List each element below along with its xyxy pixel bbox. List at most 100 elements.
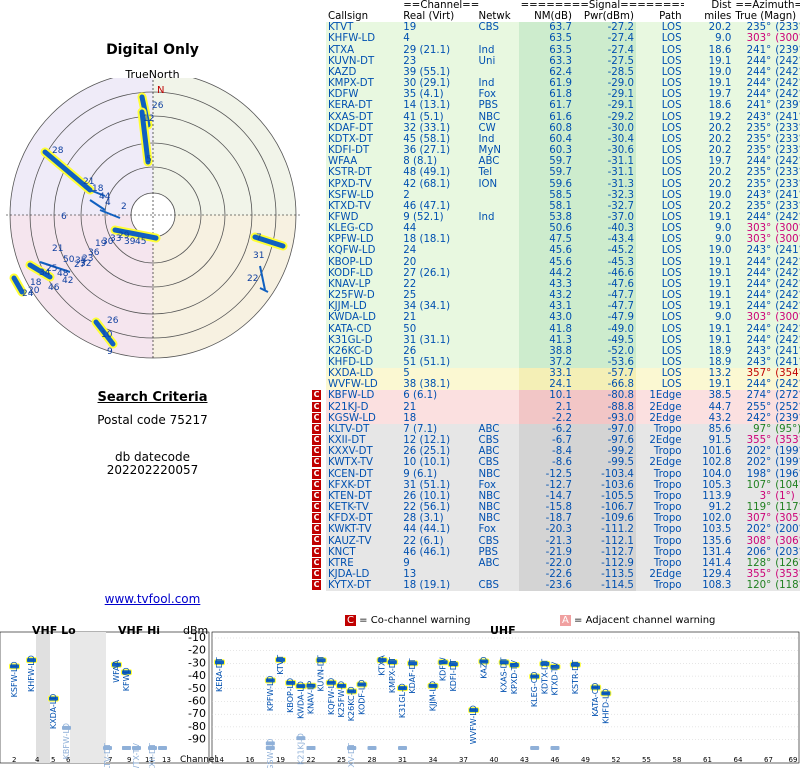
channel-marker[interactable] xyxy=(530,746,540,750)
channel-marker[interactable] xyxy=(306,683,316,688)
table-row[interactable]: KDFI-DT 36 (27.1) MyN 60.3 -30.6 LOS 20.2 235°(… xyxy=(326,145,800,157)
table-row[interactable]: KWKT-TV 44 (44.1) Fox -20.3 -111.2 Tropo 103.5… xyxy=(326,524,800,536)
channel-marker[interactable] xyxy=(438,660,448,665)
table-row[interactable]: KTXD-TV 46 (47.1) 58.1 -32.7 LOS 20.2 235° (233… xyxy=(326,200,800,212)
channel-marker[interactable] xyxy=(540,661,550,666)
channel-marker[interactable] xyxy=(306,746,316,750)
channel-marker[interactable] xyxy=(337,683,346,688)
channel-marker[interactable] xyxy=(499,660,509,665)
channel-marker[interactable] xyxy=(112,662,121,667)
channel-marker[interactable] xyxy=(296,684,306,689)
channel-marker[interactable] xyxy=(148,746,157,750)
table-row[interactable]: K31GL-D 31 (31.1) 41.3 -49.5 LOS 19.1 244° (242… xyxy=(326,334,800,346)
table-row[interactable]: KDAF-DT 32 (33.1) CW 60.8 -30.0 LOS 20.2 235° (2… xyxy=(326,122,800,134)
channel-marker[interactable] xyxy=(591,685,601,690)
table-row[interactable]: KTXA 29 (21.1) Ind 63.5 -27.4 LOS 18.6 241° (239… xyxy=(326,44,800,56)
channel-marker[interactable] xyxy=(469,708,479,713)
channel-marker[interactable] xyxy=(296,736,306,741)
channel-marker[interactable] xyxy=(550,664,560,669)
table-row[interactable]: KETK-TV 22 (56.1) NBC -15.8 -106.7 Tropo 91.2 1… xyxy=(326,502,800,514)
table-row[interactable]: KODF-LD 27 (26.1) 44.2 -46.6 LOS 19.1 244° (242… xyxy=(326,267,800,279)
channel-marker[interactable] xyxy=(276,657,285,662)
channel-marker[interactable] xyxy=(550,746,560,750)
channel-marker[interactable] xyxy=(316,658,326,663)
table-row[interactable]: KXXV-DT 26 (25.1) ABC -8.4 -99.2 Tropo 101.6 20… xyxy=(326,446,800,458)
channel-marker[interactable] xyxy=(10,664,19,669)
table-row[interactable]: KFXK-DT 31 (51.1) Fox -12.7 -103.6 Tropo 105.3… xyxy=(326,479,800,491)
channel-marker[interactable] xyxy=(132,746,141,750)
table-row[interactable]: KAUZ-TV 22 (6.1) CBS -21.3 -112.1 Tropo 135.6 3… xyxy=(326,535,800,547)
channel-marker[interactable] xyxy=(509,663,519,668)
table-row[interactable]: KYTX-DT 18 (19.1) CBS -23.6 -114.5 Tropo 108.3… xyxy=(326,580,800,592)
channel-marker[interactable] xyxy=(387,660,397,665)
channel-marker[interactable] xyxy=(62,725,71,730)
table-row[interactable]: KBFW-LD 6 (6.1) 10.1 -80.8 1Edge 38.5 274° (272… xyxy=(326,390,800,402)
channel-marker[interactable] xyxy=(27,658,36,663)
table-row[interactable]: KPXD-TV 42 (68.1) ION 59.6 -31.3 LOS 20.2 235°(… xyxy=(326,178,800,190)
table-row[interactable]: KSTR-DT 48 (49.1) Tel 59.7 -31.1 LOS 20.2 235°(… xyxy=(326,167,800,179)
channel-marker[interactable] xyxy=(103,746,112,750)
channel-marker[interactable] xyxy=(398,746,407,750)
table-row[interactable]: KNCT 46 (46.1) PBS -21.9 -112.7 Tropo 131.4 206… xyxy=(326,546,800,558)
channel-marker[interactable] xyxy=(158,746,167,750)
channel-marker[interactable] xyxy=(367,746,377,750)
channel-marker[interactable] xyxy=(377,658,387,663)
channel-marker[interactable] xyxy=(601,691,611,696)
channel-marker[interactable] xyxy=(448,662,458,667)
table-row[interactable]: KWTX-TV 10 (10.1) CBS -8.6 -99.5 2Edge 102.8 20… xyxy=(326,457,800,469)
table-row[interactable]: WVFW-LD 38 (38.1) 24.1 -66.8 LOS 19.1 244° (242… xyxy=(326,379,800,391)
channel-marker[interactable] xyxy=(570,662,580,667)
table-row[interactable]: KDTX-DT 45 (58.1) Ind 60.4 -30.4 LOS 20.2 235°(… xyxy=(326,133,800,146)
table-row[interactable]: KFDX-DT 28 (3.1) NBC -18.7 -109.6 Tropo 102.0 3… xyxy=(326,513,800,525)
table-row[interactable]: KXII-DT 12 (12.1) CBS -6.7 -97.6 2Edge 91.5 355… xyxy=(326,435,800,447)
table-row[interactable]: KHFD-LD 51 (51.1) 37.2 -53.6 LOS 18.9 243° (241… xyxy=(326,357,800,369)
channel-marker[interactable] xyxy=(428,683,438,688)
channel-marker[interactable] xyxy=(347,746,357,750)
table-row[interactable]: KTEN-DT 26 (10.1) NBC -14.7 -105.5 Tropo 113.9… xyxy=(326,490,800,503)
channel-marker[interactable] xyxy=(347,689,357,694)
channel-marker[interactable] xyxy=(265,746,275,750)
table-row[interactable]: KMPX-DT 30 (29.1) Ind 61.9 -29.0 LOS 19.1 244°(… xyxy=(326,78,800,90)
channel-marker[interactable] xyxy=(408,661,418,666)
table-row[interactable]: KXAS-DT 41 (5.1) NBC 61.6 -29.2 LOS 19.2 243° (2… xyxy=(326,111,800,123)
tvfool-link[interactable]: www.tvfool.com xyxy=(104,592,201,606)
channel-marker[interactable] xyxy=(398,686,407,691)
channel-marker[interactable] xyxy=(286,680,296,685)
table-row[interactable]: KLTV-DT 7 (7.1) ABC -6.2 -97.0 Tropo 85.6 97° (9… xyxy=(326,423,800,436)
table-row[interactable]: KERA-DT 14 (13.1) PBS 61.7 -29.1 LOS 18.6 241°(… xyxy=(326,100,800,112)
channel-marker[interactable] xyxy=(479,659,489,664)
channel-marker[interactable] xyxy=(122,670,131,675)
channel-marker[interactable] xyxy=(122,746,131,750)
channel-marker[interactable] xyxy=(265,741,275,746)
channel-marker[interactable] xyxy=(530,674,540,679)
channel-marker[interactable] xyxy=(326,680,336,685)
table-row[interactable]: KJJM-LD 34 (34.1) 43.1 -47.7 LOS 19.1 244° (242… xyxy=(326,301,800,313)
channel-marker[interactable] xyxy=(49,696,58,701)
channel-marker[interactable] xyxy=(215,660,224,665)
channel-marker[interactable] xyxy=(265,678,275,683)
table-row[interactable]: KCEN-DT 9 (6.1) NBC -12.5 -103.4 Tropo 104.0 19… xyxy=(326,468,800,480)
channel-marker[interactable] xyxy=(357,682,367,687)
